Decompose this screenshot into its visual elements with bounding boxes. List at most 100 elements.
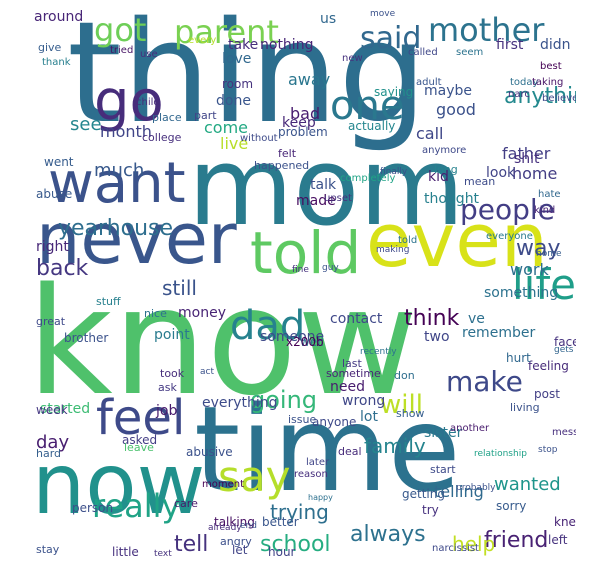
word-take: take <box>228 37 259 53</box>
word-maybe: maybe <box>424 83 473 99</box>
word-guy: guy <box>322 263 339 273</box>
word-abusive: abusive <box>186 445 233 459</box>
word-made: made <box>296 193 336 209</box>
word-point: point <box>154 327 190 343</box>
word-room: room <box>222 77 254 91</box>
word-want: want <box>48 151 186 216</box>
word-took: took <box>160 367 185 380</box>
word-getting: getting <box>402 487 445 501</box>
word-right: right <box>36 239 69 255</box>
word-look: look <box>486 165 516 181</box>
word-narc: narc <box>508 89 530 100</box>
word-love: love <box>222 51 252 67</box>
word-anything: anything <box>504 84 576 109</box>
word-actually: actually <box>348 119 396 133</box>
word-mother: mother <box>428 11 545 49</box>
word-making: making <box>376 245 410 255</box>
word-living: living <box>510 401 540 414</box>
word-ve: ve <box>468 311 485 327</box>
word-go: go <box>94 69 164 134</box>
word-issue: issue <box>288 413 317 426</box>
word-wanted: wanted <box>494 474 561 495</box>
word-yearhouse: yearhouse <box>58 216 174 241</box>
word-cloud: thing mom know time now never even want … <box>24 6 576 570</box>
word-happy: happy <box>308 493 333 502</box>
word-trying: trying <box>270 500 329 524</box>
word-narcissist: narcissist <box>432 543 479 554</box>
word-brother: brother <box>64 331 109 345</box>
word-school: school <box>260 532 331 557</box>
word-said: said <box>360 21 422 56</box>
word-sometime: sometime <box>326 367 381 380</box>
word-great: great <box>36 315 66 328</box>
word-seem: seem <box>456 47 484 58</box>
word-fine: fine <box>292 265 309 275</box>
word-believe: believe <box>542 93 576 104</box>
word-bad: bad <box>290 104 321 123</box>
word-thought: thought <box>424 191 480 207</box>
word-anyone: anyone <box>312 415 357 429</box>
word-mom: mom <box>188 125 465 250</box>
word-always: always <box>350 522 426 547</box>
word-two: two <box>424 329 450 345</box>
word-good: good <box>436 100 476 119</box>
word-told-small: told <box>398 235 418 246</box>
word-long: long <box>434 163 458 176</box>
word-wrong: wrong <box>342 393 386 409</box>
word-home-small: home <box>536 249 562 259</box>
word-deal: deal <box>338 445 362 458</box>
word-problem: problem <box>278 125 328 139</box>
word-work: work <box>510 260 549 279</box>
word-abuse: abuse <box>36 187 73 201</box>
word-called: called <box>408 47 438 58</box>
word-one: one <box>330 83 405 129</box>
word-person: person <box>72 501 114 515</box>
word-something: something <box>484 285 559 301</box>
word-first: first <box>496 37 524 53</box>
word-college: college <box>142 131 182 144</box>
word-shit: shit <box>514 151 540 167</box>
word-left: left <box>548 533 568 547</box>
word-day: day <box>36 432 70 453</box>
word-see: see <box>70 114 102 135</box>
word-finally: finally <box>380 167 408 177</box>
word-knew: knew <box>554 515 576 529</box>
word-better: better <box>262 515 299 529</box>
word-care: care <box>174 497 198 510</box>
word-moment: moment <box>202 479 245 490</box>
word-stuff: stuff <box>96 295 121 308</box>
word-place: place <box>152 111 182 124</box>
word-already: already <box>208 523 242 533</box>
word-later: later <box>306 457 330 468</box>
word-lot: lot <box>360 409 378 425</box>
word-taking: taking <box>532 77 564 88</box>
word-part: part <box>194 109 217 122</box>
word-show: show <box>396 407 425 420</box>
word-tell: tell <box>174 532 209 557</box>
word-angry: angry <box>220 535 252 548</box>
word-try: try <box>422 503 439 517</box>
word-everything: everything <box>202 395 278 411</box>
word-mean: mean <box>464 175 496 188</box>
word-hate: hate <box>538 189 561 200</box>
word-much: much <box>94 160 145 181</box>
word-week: week <box>36 403 68 417</box>
word-stop: stop <box>538 445 558 455</box>
word-parent: parent <box>174 13 279 51</box>
word-reason: reason <box>294 469 328 480</box>
word-best: best <box>540 61 562 72</box>
word-hard: hard <box>36 447 62 460</box>
word-done: done <box>216 93 251 109</box>
word-every: every <box>188 35 217 46</box>
word-adult: adult <box>416 77 442 88</box>
word-family: family <box>364 434 426 458</box>
word-make: make <box>446 365 523 398</box>
word-let: let <box>232 543 248 557</box>
word-child: child <box>136 97 160 108</box>
word-kid: kid <box>428 169 449 185</box>
word-life: life <box>512 260 576 309</box>
word-really: really <box>92 487 181 525</box>
word-tried: tried <box>110 45 134 56</box>
word-nothing: nothing <box>260 37 314 53</box>
word-father: father <box>502 144 551 163</box>
